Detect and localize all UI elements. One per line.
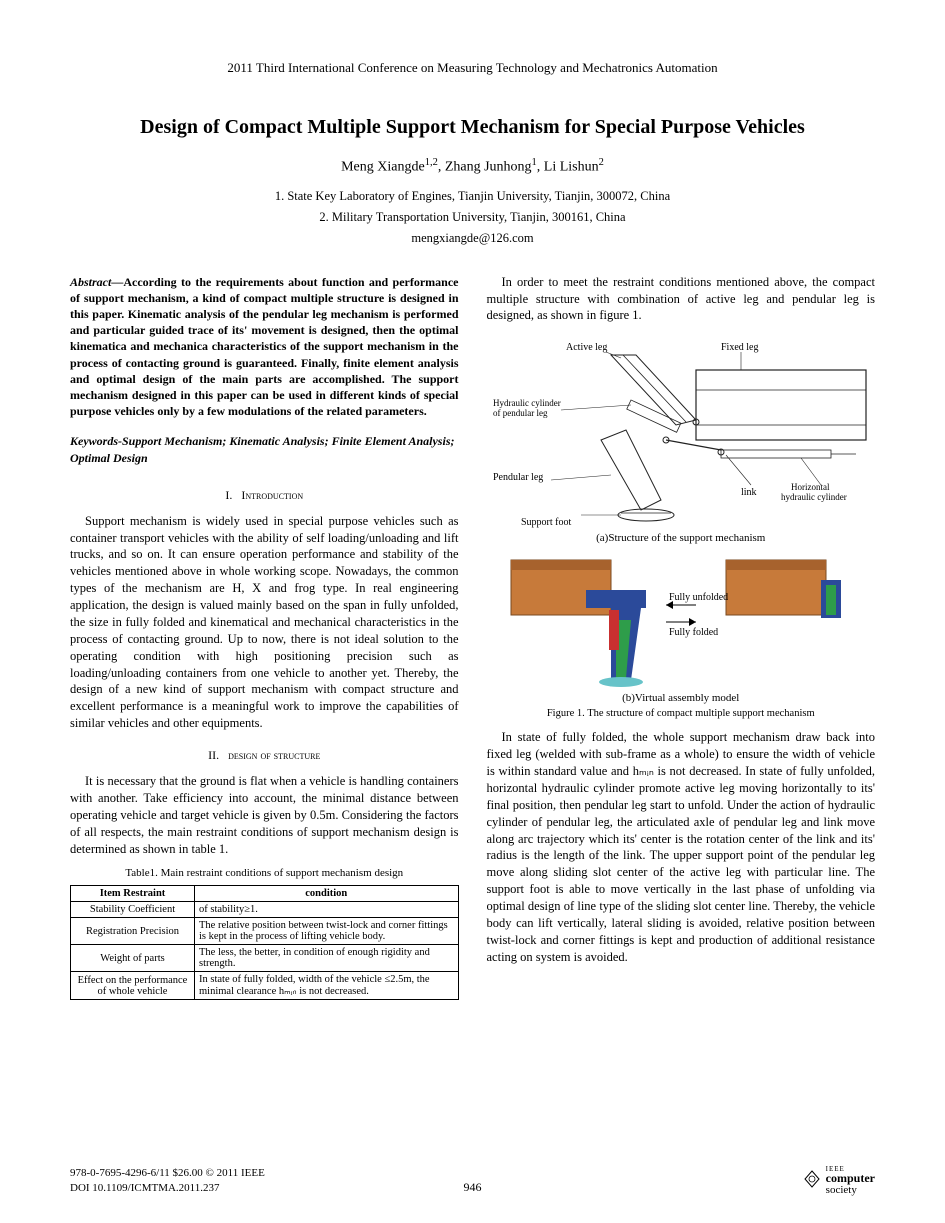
fig-label-pendular-leg: Pendular leg: [493, 472, 543, 483]
table-cell-condition: of stability≥1.: [195, 902, 459, 918]
right-paragraph-2: In state of fully folded, the whole supp…: [487, 729, 876, 965]
right-column: In order to meet the restraint condition…: [487, 274, 876, 1001]
fig-label-fixed-leg: Fixed leg: [721, 342, 759, 353]
table-header-row: Item Restraint condition: [71, 886, 459, 902]
table-1-caption: Table1. Main restraint conditions of sup…: [70, 867, 459, 879]
table-row: Registration PrecisionThe relative posit…: [71, 918, 459, 945]
section-2-number: II.: [208, 748, 219, 762]
table-cell-condition: In state of fully folded, width of the v…: [195, 972, 459, 1000]
footer-copyright: 978-0-7695-4296-6/11 $26.00 © 2011 IEEE: [70, 1166, 265, 1180]
authors: Meng Xiangde1,2, Zhang Junhong1, Li Lish…: [70, 157, 875, 176]
fig-label-active-leg: Active leg: [566, 342, 607, 353]
page-footer: 978-0-7695-4296-6/11 $26.00 © 2011 IEEE …: [70, 1163, 875, 1195]
affiliation-1: 1. State Key Laboratory of Engines, Tian…: [70, 188, 875, 206]
abstract-label: Abstract—: [70, 275, 123, 289]
section-1-title: Introduction: [241, 488, 303, 502]
section-1-heading: I. Introduction: [70, 488, 459, 503]
footer-doi: DOI 10.1109/ICMTMA.2011.237: [70, 1181, 265, 1195]
conference-header: 2011 Third International Conference on M…: [70, 60, 875, 76]
table-cell-condition: The less, the better, in condition of en…: [195, 945, 459, 972]
right-paragraph-1: In order to meet the restraint condition…: [487, 274, 876, 325]
section-2-heading: II. design of structure: [70, 748, 459, 763]
figure-1a: Active leg Fixed leg Hydraulic cylinder …: [487, 330, 876, 544]
fig-label-support-foot: Support foot: [521, 517, 572, 528]
section-2-paragraph: It is necessary that the ground is flat …: [70, 773, 459, 857]
fig-label-unfolded: Fully unfolded: [669, 592, 728, 603]
author-email: mengxiangde@126.com: [70, 231, 875, 246]
keywords: Keywords-Support Mechanism; Kinematic An…: [70, 433, 459, 465]
affiliation-2: 2. Military Transportation University, T…: [70, 209, 875, 227]
footer-page-number: 946: [464, 1180, 482, 1195]
table-header-condition: condition: [195, 886, 459, 902]
table-cell-item: Stability Coefficient: [71, 902, 195, 918]
abstract-text: According to the requirements about func…: [70, 275, 459, 419]
society-label: society: [826, 1184, 857, 1196]
left-column: Abstract—According to the requirements a…: [70, 274, 459, 1001]
fig-label-hyd-pendular-1: Hydraulic cylinder: [493, 398, 561, 408]
fig-label-hyd-pendular-2: of pendular leg: [493, 408, 548, 418]
table-row: Weight of partsThe less, the better, in …: [71, 945, 459, 972]
figure-1-caption: Figure 1. The structure of compact multi…: [487, 708, 876, 719]
table-row: Stability Coefficientof stability≥1.: [71, 902, 459, 918]
table-1: Item Restraint condition Stability Coeff…: [70, 885, 459, 1000]
figure-1a-svg: Active leg Fixed leg Hydraulic cylinder …: [491, 330, 871, 530]
figure-1a-subcaption: (a)Structure of the support mechanism: [487, 532, 876, 544]
abstract: Abstract—According to the requirements a…: [70, 274, 459, 420]
table-cell-condition: The relative position between twist-lock…: [195, 918, 459, 945]
footer-left: 978-0-7695-4296-6/11 $26.00 © 2011 IEEE …: [70, 1166, 265, 1195]
figure-1b-svg: Fully unfolded Fully folded: [491, 550, 871, 690]
figure-1b: Fully unfolded Fully folded (b)Virtual a…: [487, 550, 876, 704]
fig-label-horiz-cyl-2: hydraulic cylinder: [781, 492, 847, 502]
table-cell-item: Effect on the performance of whole vehic…: [71, 972, 195, 1000]
section-2-title: design of structure: [228, 748, 320, 762]
paper-title: Design of Compact Multiple Support Mecha…: [70, 116, 875, 139]
section-1-number: I.: [225, 488, 232, 502]
table-row: Effect on the performance of whole vehic…: [71, 972, 459, 1000]
fig-label-link: link: [741, 487, 757, 498]
fig-label-folded: Fully folded: [669, 627, 718, 638]
table-cell-item: Weight of parts: [71, 945, 195, 972]
section-1-paragraph: Support mechanism is widely used in spec…: [70, 513, 459, 732]
two-column-layout: Abstract—According to the requirements a…: [70, 274, 875, 1001]
table-header-item: Item Restraint: [71, 886, 195, 902]
ieee-cs-logo-icon: [803, 1170, 821, 1188]
figure-1b-subcaption: (b)Virtual assembly model: [487, 692, 876, 704]
footer-right: IEEE computer society: [803, 1163, 875, 1195]
table-cell-item: Registration Precision: [71, 918, 195, 945]
fig-label-horiz-cyl-1: Horizontal: [791, 482, 830, 492]
